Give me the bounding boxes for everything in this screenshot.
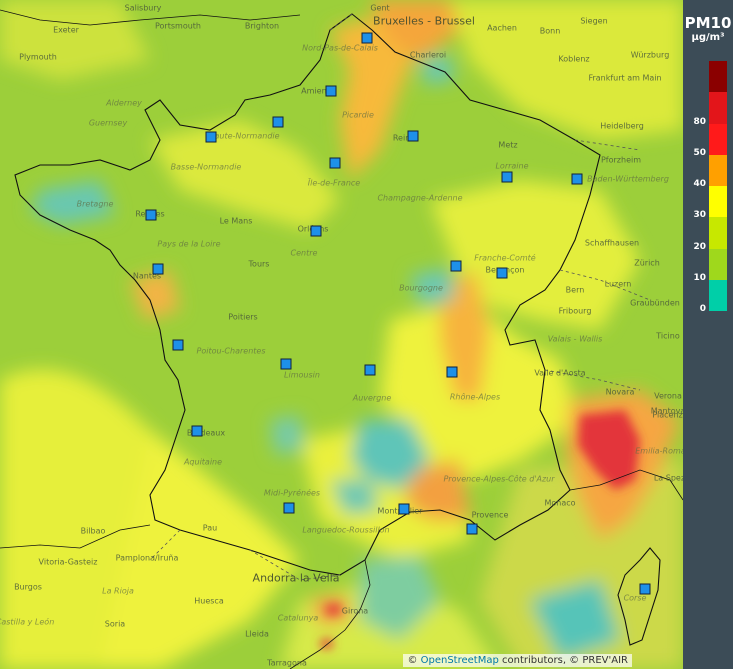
- station-strasbourg[interactable]: [571, 173, 583, 185]
- station-ajaccio[interactable]: [639, 583, 651, 595]
- legend-panel: PM10 µg/m³ 80 50 40 30 20 10 0: [683, 0, 733, 669]
- station-limoges[interactable]: [280, 358, 292, 370]
- legend-swatch: [709, 217, 727, 249]
- legend-tick-label: 30: [693, 210, 706, 221]
- corsica-coastline: [617, 547, 661, 646]
- station-rennes[interactable]: [145, 209, 157, 221]
- legend-swatch: [709, 123, 727, 155]
- legend-tick-label: 80: [693, 116, 706, 127]
- legend-tick-label: 50: [693, 147, 706, 158]
- france-coastline: [14, 13, 601, 576]
- attribution-prefix: ©: [407, 655, 418, 666]
- attribution: © OpenStreetMap contributors, © PREV'AIR: [403, 654, 632, 667]
- legend-swatch: [709, 279, 727, 311]
- legend-swatch: [709, 186, 727, 218]
- station-metz[interactable]: [501, 171, 513, 183]
- station-caen[interactable]: [205, 131, 217, 143]
- legend-swatch: [709, 92, 727, 124]
- station-montpellier[interactable]: [398, 503, 410, 515]
- station-amiens[interactable]: [325, 85, 337, 97]
- station-dijon[interactable]: [450, 260, 462, 272]
- legend-swatch: [709, 248, 727, 280]
- station-paris[interactable]: [329, 157, 341, 169]
- map-view[interactable]: Salisbury Portsmouth Brighton Exeter Ply…: [0, 0, 683, 669]
- osm-link[interactable]: OpenStreetMap: [420, 655, 499, 666]
- station-besancon[interactable]: [496, 267, 508, 279]
- pm10-concentration-layer: [0, 0, 683, 669]
- station-bordeaux[interactable]: [191, 425, 203, 437]
- legend-swatch: [709, 154, 727, 186]
- station-rouen[interactable]: [272, 116, 284, 128]
- attribution-middle: contributors, ©: [502, 655, 580, 666]
- station-orleans[interactable]: [310, 225, 322, 237]
- legend-color-scale: [709, 61, 727, 311]
- station-reims[interactable]: [407, 130, 419, 142]
- legend-swatch: [709, 61, 727, 93]
- station-clermont[interactable]: [364, 364, 376, 376]
- legend-title: PM10: [684, 14, 732, 32]
- station-toulouse[interactable]: [283, 502, 295, 514]
- legend-unit: µg/m³: [691, 32, 725, 43]
- legend-tick-label: 0: [699, 304, 706, 314]
- attribution-prevair: PREV'AIR: [582, 655, 628, 666]
- station-lyon[interactable]: [446, 366, 458, 378]
- station-marseille[interactable]: [466, 523, 478, 535]
- station-nantes[interactable]: [152, 263, 164, 275]
- legend-tick-label: 10: [693, 272, 706, 283]
- legend-tick-label: 20: [693, 241, 706, 252]
- station-la-rochelle[interactable]: [172, 339, 184, 351]
- legend-tick-label: 40: [693, 179, 706, 189]
- station-lille[interactable]: [361, 32, 373, 44]
